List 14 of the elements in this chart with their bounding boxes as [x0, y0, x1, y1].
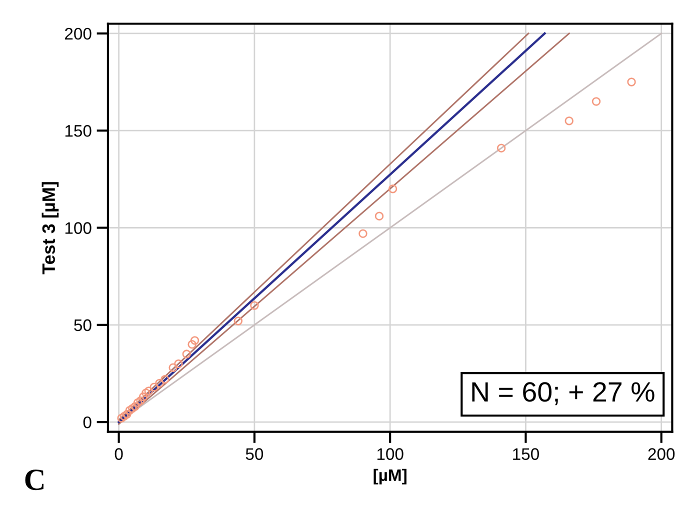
x-axis-title: [µM]	[374, 468, 406, 484]
text: C	[25, 470, 44, 490]
y-tick-label: 200	[65, 28, 92, 40]
x-tick-label: 50	[246, 448, 264, 460]
y-tick-label: 50	[74, 319, 92, 332]
x-tick-label: 200	[648, 448, 675, 460]
x-tick-label: 0	[114, 448, 123, 460]
x-tick-label: 100	[377, 448, 404, 460]
annotation: N = 60; + 27 %	[472, 382, 654, 406]
y-axis-title: Test 3 [µM]	[42, 182, 59, 274]
y-tick-label: 0	[83, 416, 92, 428]
y-tick-label: 150	[65, 125, 92, 137]
y-tick-label: 100	[65, 222, 92, 234]
x-tick-label: 150	[513, 448, 539, 460]
